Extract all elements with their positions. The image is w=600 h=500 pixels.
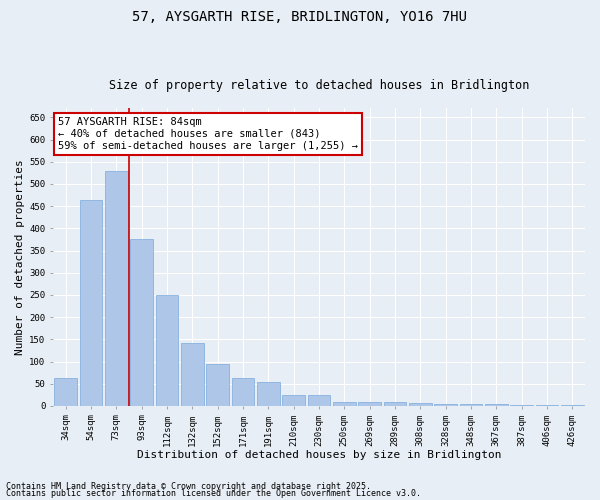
Bar — [130, 240, 153, 406]
Bar — [383, 402, 406, 406]
Bar — [536, 404, 559, 406]
Bar — [485, 404, 508, 406]
Bar — [510, 404, 533, 406]
Bar — [358, 402, 381, 406]
Bar — [434, 404, 457, 406]
X-axis label: Distribution of detached houses by size in Bridlington: Distribution of detached houses by size … — [137, 450, 501, 460]
Title: Size of property relative to detached houses in Bridlington: Size of property relative to detached ho… — [109, 79, 529, 92]
Bar — [206, 364, 229, 406]
Text: Contains public sector information licensed under the Open Government Licence v3: Contains public sector information licen… — [6, 490, 421, 498]
Bar — [561, 405, 584, 406]
Bar — [257, 382, 280, 406]
Text: Contains HM Land Registry data © Crown copyright and database right 2025.: Contains HM Land Registry data © Crown c… — [6, 482, 371, 491]
Bar — [181, 343, 203, 406]
Bar — [308, 395, 331, 406]
Bar — [80, 200, 103, 406]
Bar — [333, 402, 356, 406]
Bar — [409, 403, 432, 406]
Bar — [54, 378, 77, 406]
Bar — [155, 295, 178, 406]
Bar — [282, 395, 305, 406]
Bar — [232, 378, 254, 406]
Text: 57, AYSGARTH RISE, BRIDLINGTON, YO16 7HU: 57, AYSGARTH RISE, BRIDLINGTON, YO16 7HU — [133, 10, 467, 24]
Y-axis label: Number of detached properties: Number of detached properties — [15, 160, 25, 355]
Bar — [460, 404, 482, 406]
Bar — [105, 170, 128, 406]
Text: 57 AYSGARTH RISE: 84sqm
← 40% of detached houses are smaller (843)
59% of semi-d: 57 AYSGARTH RISE: 84sqm ← 40% of detache… — [58, 118, 358, 150]
